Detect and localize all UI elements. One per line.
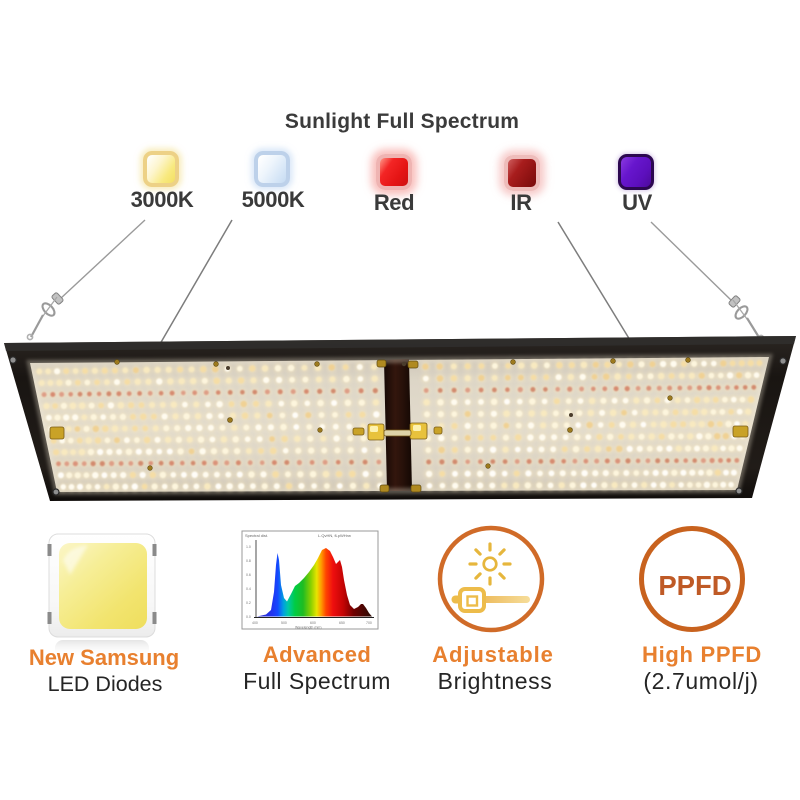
svg-text:0.8: 0.8 <box>246 559 251 563</box>
svg-text:0.0: 0.0 <box>246 615 251 619</box>
svg-text:650: 650 <box>339 621 345 625</box>
svg-text:0.6: 0.6 <box>246 573 251 577</box>
svg-text:700: 700 <box>366 621 372 625</box>
svg-text:500: 500 <box>281 621 287 625</box>
svg-text:400: 400 <box>252 621 258 625</box>
svg-text:L.QvHN, fLpWHrw: L.QvHN, fLpWHrw <box>318 533 351 538</box>
svg-text:0.2: 0.2 <box>246 601 251 605</box>
svg-text:Spectral dist.: Spectral dist. <box>245 533 268 538</box>
svg-text:600: 600 <box>310 621 316 625</box>
svg-text:0.4: 0.4 <box>246 587 251 591</box>
svg-text:Wavelength (nm): Wavelength (nm) <box>295 626 322 630</box>
svg-text:1.0: 1.0 <box>246 545 251 549</box>
